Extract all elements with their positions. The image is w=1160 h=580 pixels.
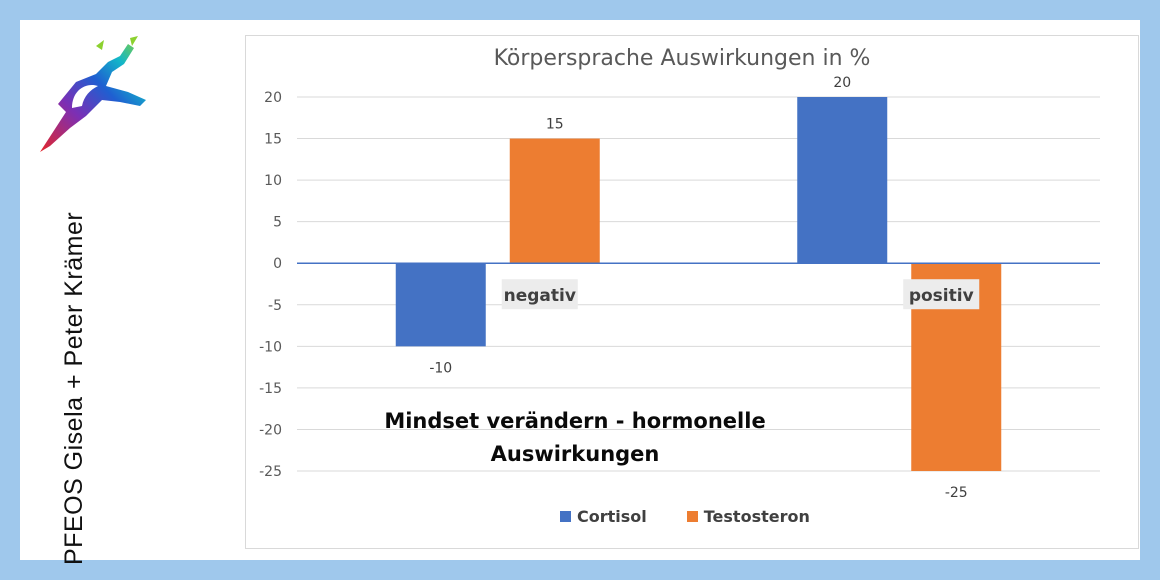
legend-item-testosteron: Testosteron [686,507,810,526]
y-tick-label: 20 [264,90,282,106]
category-label-bg [903,279,980,310]
y-tick-label: -10 [259,339,282,355]
legend-label-cortisol: Cortisol [577,507,647,526]
data-label: -10 [429,360,452,376]
bar-testosteron-negativ [509,138,600,264]
bar-cortisol-positiv [797,97,888,264]
legend-label-testosteron: Testosteron [703,507,810,526]
chart-legend: Cortisol Testosteron [560,507,810,526]
y-tick-label: -5 [268,298,282,314]
pfeos-logo-icon [40,36,146,152]
overlay-line-2: Auswirkungen [490,442,660,466]
y-tick-label: -15 [259,381,282,397]
y-tick-label: 5 [273,215,282,231]
y-tick-label: 10 [264,173,282,189]
y-tick-label: -25 [259,464,282,480]
y-tick-label: 15 [264,132,282,148]
bar-cortisol-negativ [395,263,486,347]
data-label: -25 [945,485,968,501]
legend-swatch-testosteron [686,511,698,522]
legend-swatch-cortisol [560,511,571,522]
y-tick-label: 0 [273,256,282,272]
category-label-bg [501,279,578,310]
data-label: 15 [546,117,564,133]
category-label: positiv [909,286,974,306]
overlay-line-1: Mindset verändern - hormonelle [384,409,766,433]
data-label: 20 [833,75,851,91]
overlay-caption: Mindset verändern - hormonelle Auswirkun… [370,405,780,471]
category-label: negativ [504,286,576,306]
y-tick-label: -20 [259,422,282,438]
legend-item-cortisol: Cortisol [560,507,647,526]
chart-title: Körpersprache Auswirkungen in % [494,46,871,71]
